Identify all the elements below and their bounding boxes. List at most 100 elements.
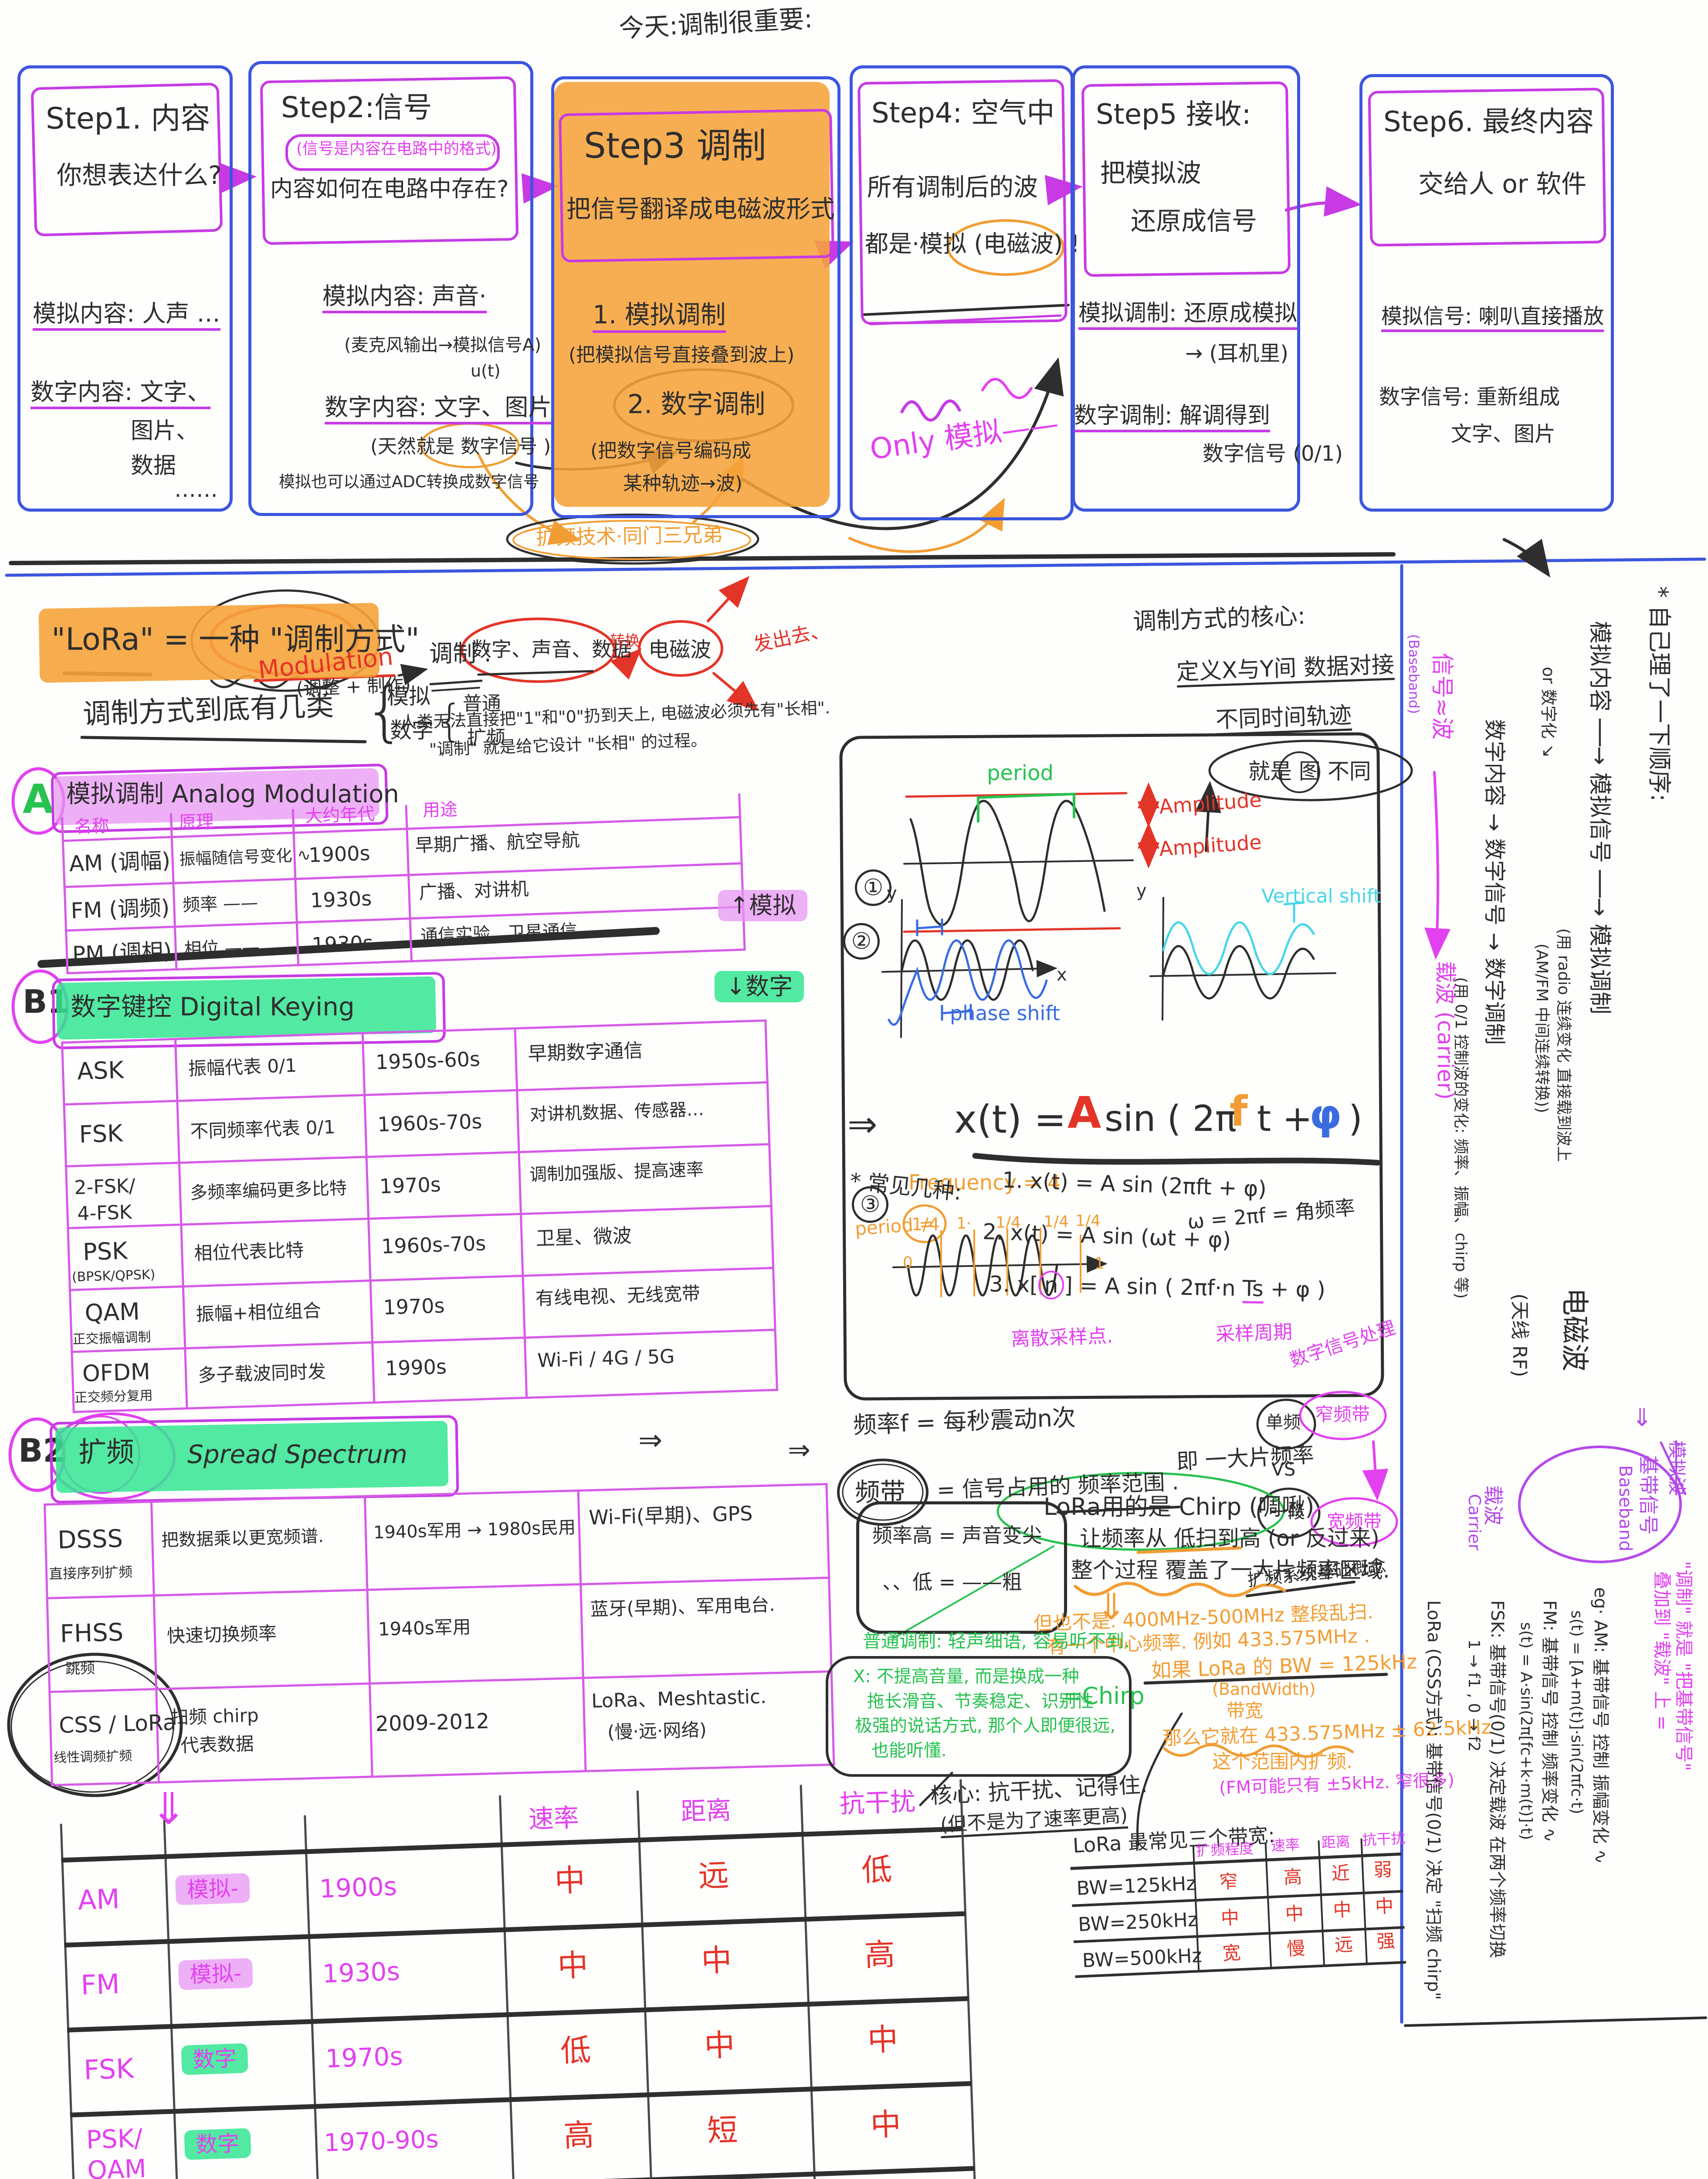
step5-title: Step5 接收: xyxy=(1096,98,1251,131)
margin-strike xyxy=(1660,1441,1687,1495)
bw-table: 扩频程度 速率 距离 抗干扰 BW=125kHz 窄 高 近 弱 BW=250k… xyxy=(1070,1829,1406,1978)
b2-arrow: ⇒ xyxy=(638,1423,663,1457)
oval-bros-black xyxy=(506,513,759,565)
oval-css-lora2 xyxy=(10,1660,174,1793)
step2-l4: (天然就是 数字信号 ) xyxy=(370,435,551,458)
margin-mod-def2: 叠加到 "载波" 上 = xyxy=(1651,1571,1673,1731)
core-l3c: 不同 xyxy=(1327,759,1371,784)
step4-underline2 xyxy=(869,314,1062,326)
cmp-r4-year: 1970-90s xyxy=(323,2125,439,2158)
bw-r1-v3: 近 xyxy=(1331,1862,1350,1884)
digital-down-label: ↓数字 xyxy=(726,973,793,1000)
step4-l2: 都是·模拟 (电磁波) ! xyxy=(865,230,1080,258)
b1-r5-name: QAM xyxy=(84,1297,140,1327)
a-h2: 原理 xyxy=(178,811,214,833)
digital-down-chip: ↓数字 xyxy=(715,971,804,1003)
table-b1: ASK 振幅代表 0/1 1950s-60s 早期数字通信 FSK 不同频率代表… xyxy=(61,1019,778,1413)
b1-r3-use: 调制加强版、提高速率 xyxy=(529,1159,704,1185)
arrow-s5-s6 xyxy=(1284,186,1362,217)
divider-analog-digital xyxy=(37,927,660,968)
underline-freqrange xyxy=(1057,1506,1180,1514)
cmp-h3: 抗干扰 xyxy=(839,1786,916,1819)
bw-h1: 扩频程度 xyxy=(1196,1840,1254,1860)
step2-l2b: u(t) xyxy=(471,361,501,380)
b2-r3-principle: 扫频 chirp xyxy=(170,1704,259,1728)
b2-r2-year: 1940s军用 xyxy=(378,1616,471,1640)
cmp-r3-v2: 中 xyxy=(703,2027,735,2064)
bw-grid xyxy=(1360,1838,1368,1965)
b1-r2-name: FSK xyxy=(78,1119,123,1148)
c3-ts: Ts xyxy=(1242,1276,1264,1304)
cmp-r2-name: FM xyxy=(80,1968,120,2001)
step3-question: 把信号翻译成电磁波形式 xyxy=(566,195,835,224)
cmp-grid xyxy=(304,1815,331,2179)
cmp-r2-v3: 高 xyxy=(864,1936,896,1973)
y-axis-label-2: y xyxy=(1136,881,1147,901)
cmp-r4-v3: 中 xyxy=(870,2106,902,2143)
chirp-green1: 普通调制: 轻声细语, 容易听不到. xyxy=(863,1630,1130,1652)
margin-antenna: (天线 RF) xyxy=(1508,1293,1531,1378)
b1-r3-name2: 4-FSK xyxy=(77,1201,132,1225)
step3-box xyxy=(551,76,840,518)
bw-h2: 速率 xyxy=(1271,1836,1300,1854)
tick-4: 1/4 xyxy=(1075,1212,1101,1230)
step2-tag: (信号是内容在电路中的格式) xyxy=(296,140,497,158)
margin-eg-am-formula: s(t) = [A+m(t)]·sin(2πfc·t) xyxy=(1568,1610,1586,1814)
x-axis-label: x xyxy=(1057,965,1067,985)
phase-shift-label: phase shift xyxy=(950,1001,1060,1025)
bw-r2-v2: 中 xyxy=(1284,1902,1304,1925)
bw-r3-v3: 远 xyxy=(1334,1933,1354,1956)
margin-carrier-cn: 载波 xyxy=(1481,1485,1505,1525)
b1-r5-year: 1970s xyxy=(383,1293,445,1320)
cmp-r4-v2: 短 xyxy=(706,2112,739,2149)
underline-inputs xyxy=(477,670,594,676)
b2-r1-year: 1940s军用 → 1980s民用 xyxy=(373,1517,576,1543)
arrow-modulation xyxy=(397,664,428,686)
step2-title: Step2:信号 xyxy=(281,91,432,124)
wave-panel-border xyxy=(839,732,1384,1401)
step2-l1: 模拟内容: 声音· xyxy=(322,282,487,313)
b1-r5-name2: 正交振幅调制 xyxy=(72,1329,151,1347)
cmp-r3-year: 1970s xyxy=(325,2041,403,2074)
cmp-r2-v2: 中 xyxy=(701,1942,732,1979)
pitch-high: 频率高 = 声音变尖 xyxy=(872,1524,1042,1547)
table-b1-grid xyxy=(67,1205,773,1229)
lora-headline: "LoRa" = 一种 "调制方式" xyxy=(51,621,420,657)
a-r1-principle: 振幅随信号变化 ∿ xyxy=(179,845,311,869)
formula-xt: x(t) = xyxy=(954,1097,1066,1142)
cmp-grid xyxy=(498,1795,527,2179)
step5-l2: → (耳机里) xyxy=(1185,341,1288,366)
bw-r1-v2: 高 xyxy=(1283,1866,1303,1888)
formula-end: ) xyxy=(1349,1098,1362,1140)
b1-r1-use: 早期数字通信 xyxy=(527,1039,644,1066)
brace-2: { xyxy=(436,695,464,746)
bw-r2-v1: 中 xyxy=(1220,1907,1240,1929)
cmp-r1-year: 1900s xyxy=(319,1871,398,1904)
step5-l4: 数字信号 (0/1) xyxy=(1203,441,1343,466)
b1-r1-name: ASK xyxy=(77,1056,124,1085)
table-b2-grid xyxy=(577,1489,587,1772)
chirp-gb3: 极强的说话方式, 那个人即便很远, xyxy=(855,1716,1116,1736)
step3-l2: (把模拟信号直接叠到波上) xyxy=(569,344,795,366)
table-b2-grid xyxy=(150,1500,160,1783)
formula-f: f xyxy=(1230,1088,1248,1136)
b2-r1-use: Wi-Fi(早期)、GPS xyxy=(588,1501,753,1530)
margin-flow-analog: 模拟内容 ──→ 模拟信号 ──→ 模拟调制 xyxy=(1586,621,1613,1015)
margin-signal-wave: 信号≈波 xyxy=(1429,653,1455,740)
step4-title: Step4: 空气中 xyxy=(871,97,1055,129)
bw-h3: 距离 xyxy=(1321,1833,1351,1851)
pink-note-sampling: 采样周期 xyxy=(1215,1320,1293,1346)
cmp-r3-cat: 数字 xyxy=(192,2046,237,2073)
margin-carrier-en: Carrier xyxy=(1465,1494,1484,1551)
bubble-narrow xyxy=(1299,1391,1387,1440)
b1-r5-use: 有线电视、无线宽带 xyxy=(535,1283,701,1310)
chirp-gb2: 拖长滑音、节奏稳定、识别性 xyxy=(867,1691,1094,1711)
analog-up-label: ↑模拟 xyxy=(729,892,796,919)
step3-l4: (把数字信号编码成 xyxy=(590,440,752,462)
cmp-r2-year: 1930s xyxy=(322,1956,400,1989)
step2-line: 数字内容: 文字、图片 xyxy=(325,394,552,424)
b2-r2-principle: 快速切换频率 xyxy=(166,1622,277,1647)
arrow-s2-s3 xyxy=(521,173,559,204)
step2-question: 内容如何在电路中存在? xyxy=(270,176,509,202)
margin-baseband-small: (Baseband) xyxy=(1406,634,1422,714)
